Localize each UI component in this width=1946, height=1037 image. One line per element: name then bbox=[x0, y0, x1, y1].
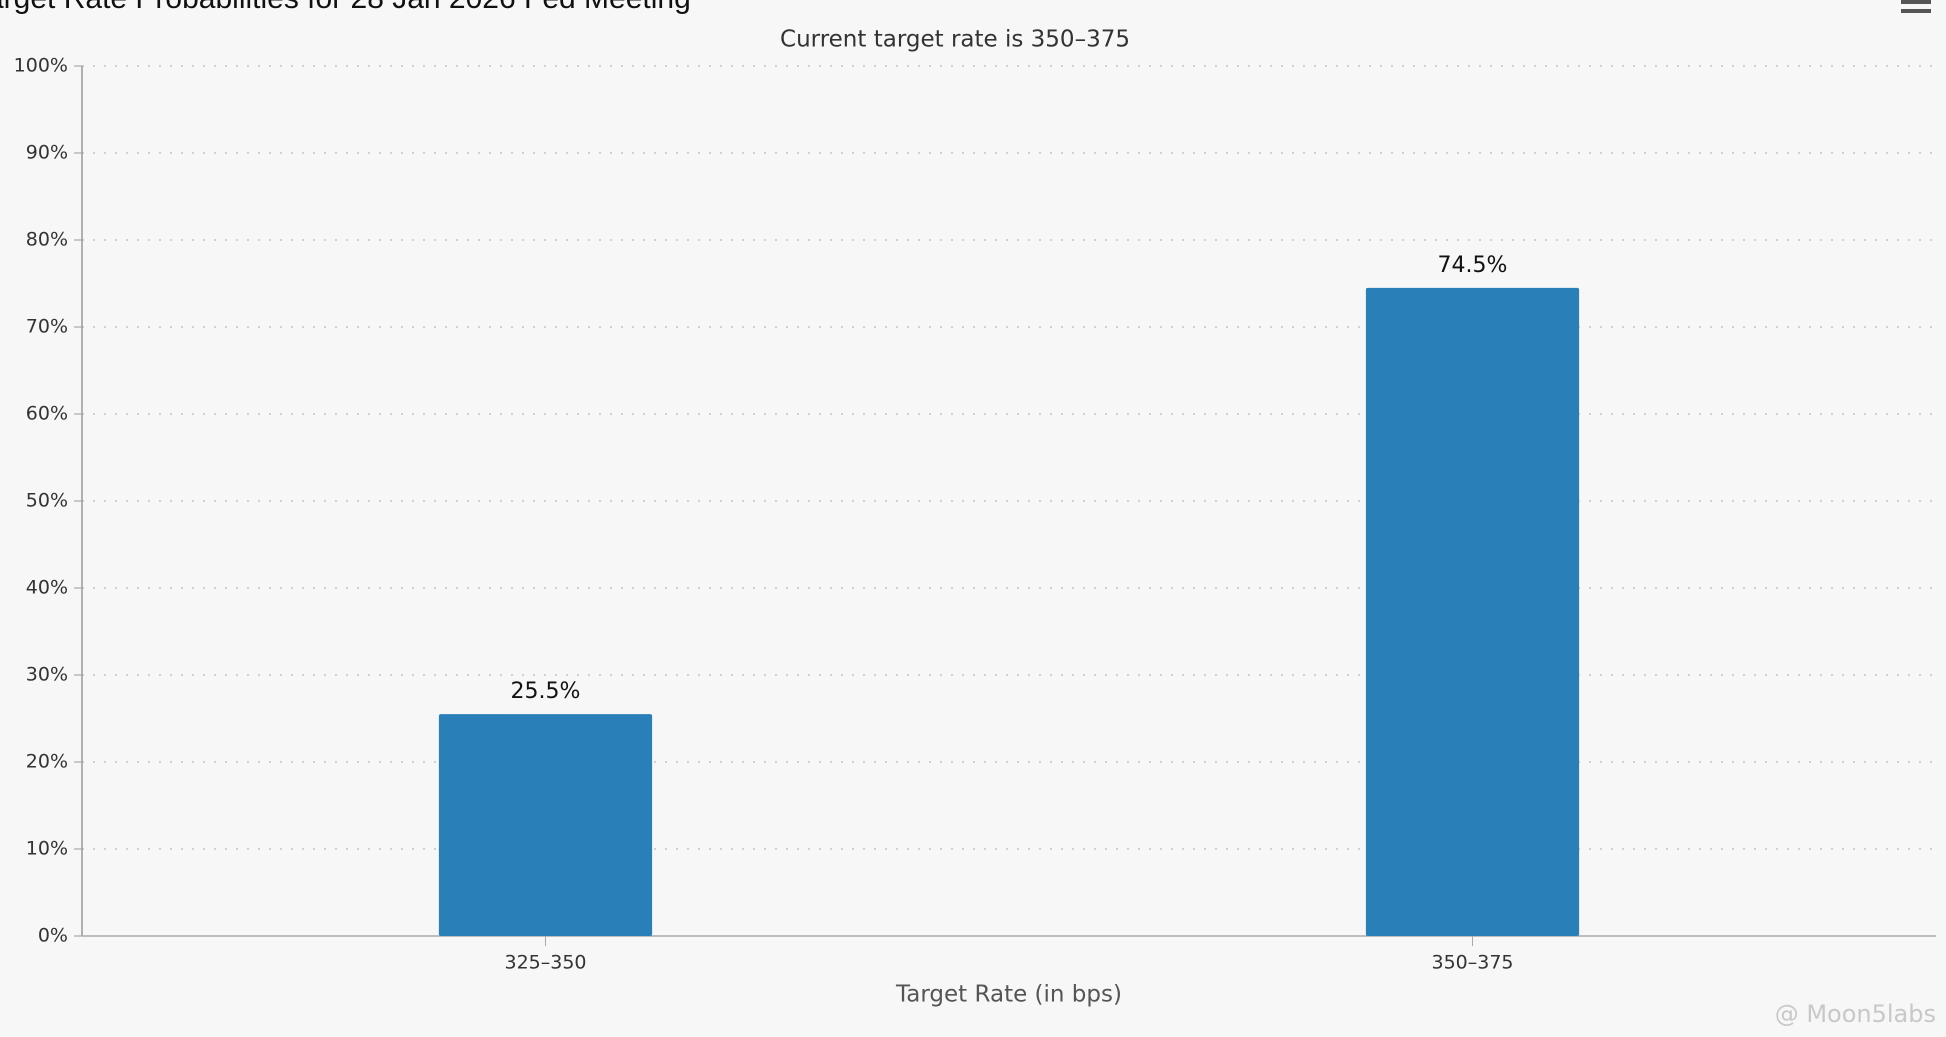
y-tick-label: 80% bbox=[26, 229, 68, 251]
watermark: @ Moon5labs bbox=[1775, 1000, 1936, 1028]
y-tick-label: 10% bbox=[26, 838, 68, 860]
y-tick-label: 50% bbox=[26, 490, 68, 512]
menu-icon[interactable] bbox=[1901, 0, 1931, 13]
data-label: 74.5% bbox=[1438, 253, 1508, 278]
x-axis-title: Target Rate (in bps) bbox=[895, 982, 1122, 1008]
bar bbox=[1365, 287, 1580, 937]
bar bbox=[438, 714, 653, 936]
y-tick-label: 40% bbox=[26, 577, 68, 599]
chart-title: Target Rate Probabilities for 28 Jan 202… bbox=[0, 0, 691, 15]
y-tick-label: 90% bbox=[26, 142, 68, 164]
x-tick-label: 325–350 bbox=[504, 952, 586, 974]
data-label: 25.5% bbox=[511, 679, 581, 704]
y-tick-label: 70% bbox=[26, 316, 68, 338]
y-tick-label: 0% bbox=[38, 925, 68, 947]
y-tick-label: 100% bbox=[14, 55, 68, 77]
y-tick-label: 30% bbox=[26, 664, 68, 686]
chart-subtitle: Current target rate is 350–375 bbox=[780, 27, 1130, 53]
y-tick-label: 60% bbox=[26, 403, 68, 425]
y-tick-label: 20% bbox=[26, 751, 68, 773]
x-tick-label: 350–375 bbox=[1431, 952, 1513, 974]
